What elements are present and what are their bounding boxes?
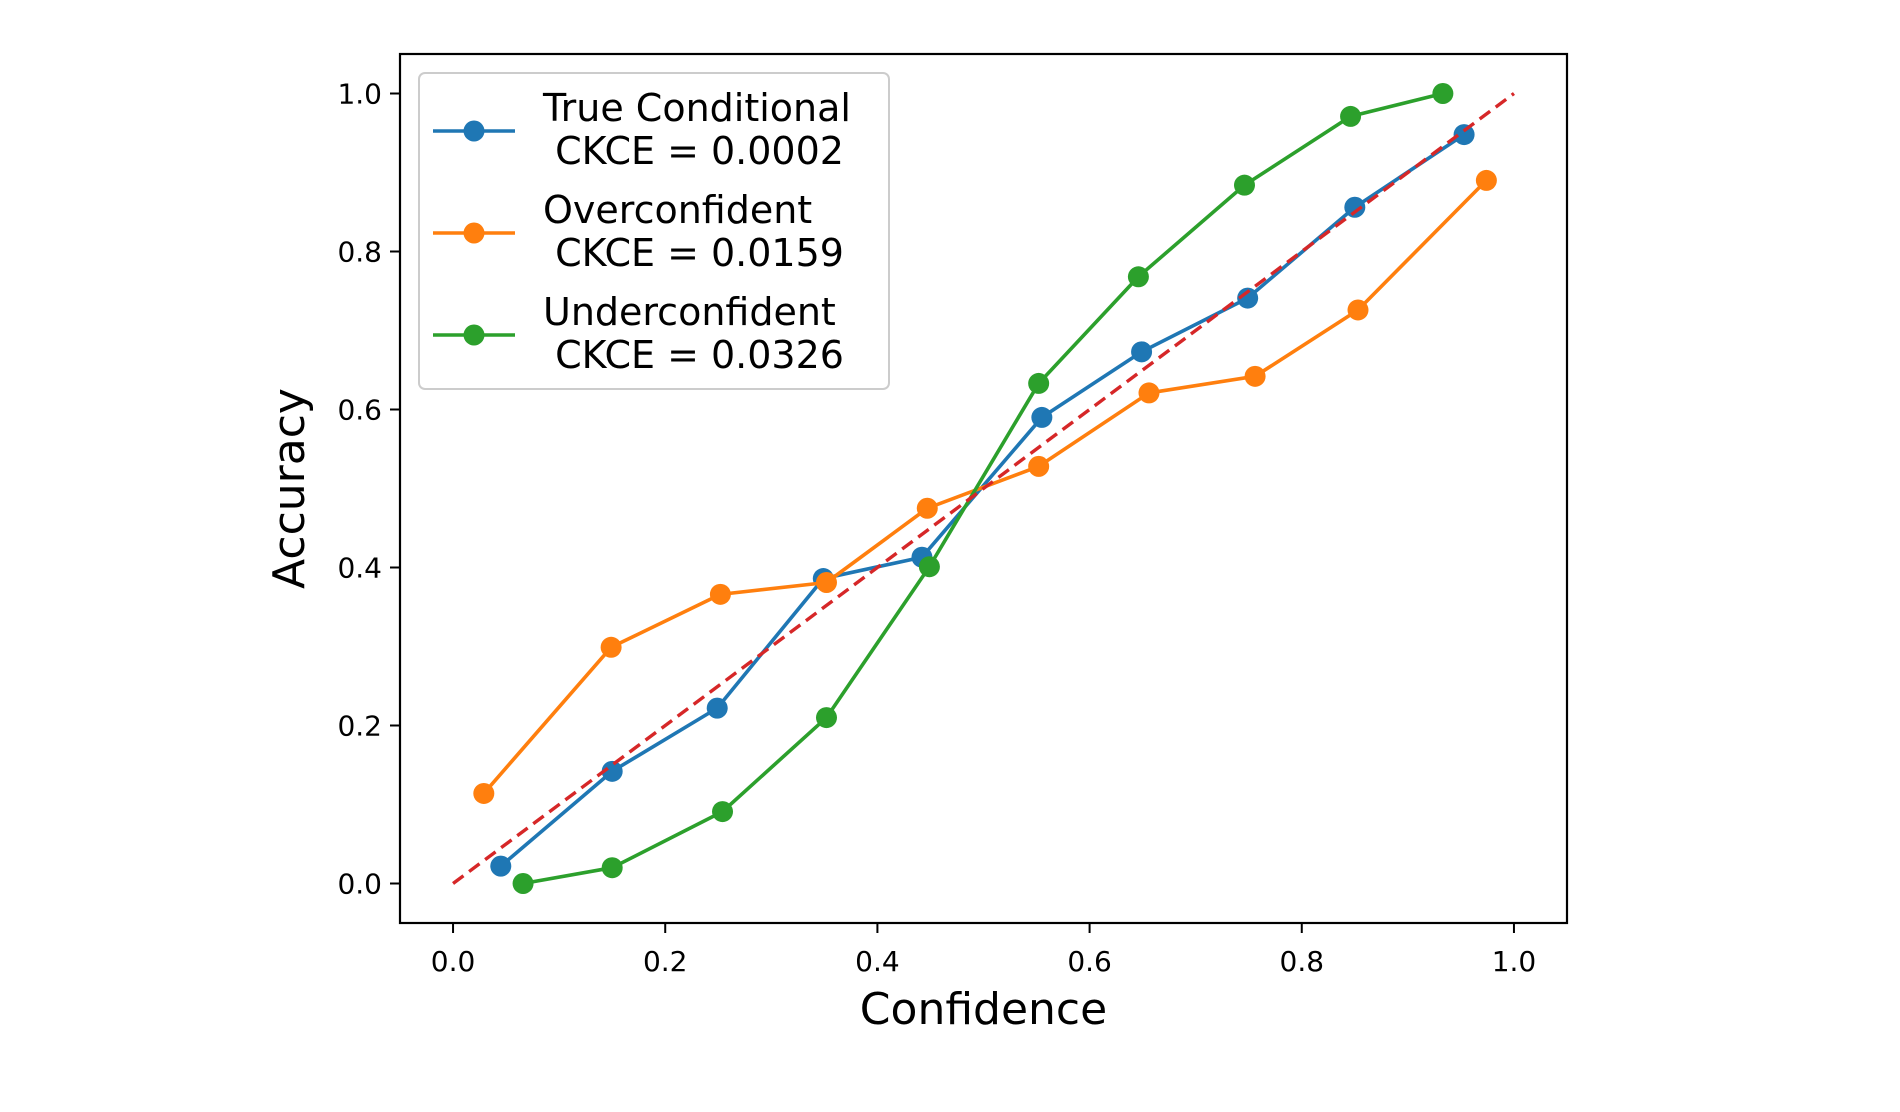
x-tick-label: 0.2 bbox=[643, 945, 688, 978]
legend-label: Overconfident CKCE = 0.0159 bbox=[543, 188, 844, 275]
legend: True Conditional CKCE = 0.0002 Overconfid… bbox=[418, 72, 890, 390]
x-axis-label: Confidence bbox=[860, 984, 1107, 1035]
data-point bbox=[1237, 287, 1259, 309]
y-tick-label: 0.8 bbox=[337, 236, 382, 269]
data-point bbox=[490, 855, 512, 877]
legend-box bbox=[418, 72, 890, 390]
y-tick-label: 0.2 bbox=[337, 710, 382, 743]
legend-marker bbox=[463, 222, 485, 244]
data-point bbox=[1127, 266, 1149, 288]
data-point bbox=[473, 782, 495, 804]
data-point bbox=[600, 636, 622, 658]
legend-entry: Overconfident CKCE = 0.0159 bbox=[433, 188, 844, 275]
y-tick-label: 0.4 bbox=[337, 552, 382, 585]
data-point bbox=[916, 497, 938, 519]
data-point bbox=[1131, 341, 1153, 363]
legend-entry: True Conditional CKCE = 0.0002 bbox=[433, 86, 851, 173]
data-point bbox=[512, 873, 534, 894]
x-tick-label: 0.6 bbox=[1067, 945, 1112, 978]
x-tick-label: 0.8 bbox=[1280, 945, 1325, 978]
data-point bbox=[706, 697, 728, 719]
x-tick-label: 0.4 bbox=[855, 945, 900, 978]
data-point bbox=[918, 556, 940, 578]
data-point bbox=[815, 572, 837, 594]
data-point bbox=[1344, 196, 1366, 218]
data-point bbox=[1340, 105, 1362, 127]
data-point bbox=[1028, 372, 1050, 394]
data-point bbox=[1432, 83, 1454, 104]
legend-marker bbox=[463, 324, 485, 346]
plot-frame bbox=[398, 52, 1569, 925]
plot-area bbox=[452, 83, 1515, 894]
axes: 0.0 0.2 0.4 0.6 0.8 1.0 0.0 0.2 0.4 0.6 0.8 1.0 bbox=[337, 52, 1569, 978]
data-point bbox=[601, 760, 623, 782]
legend-label: Underconfident CKCE = 0.0326 bbox=[543, 290, 844, 377]
legend-entry: Underconfident CKCE = 0.0326 bbox=[433, 290, 844, 377]
series-underconfident bbox=[512, 83, 1454, 894]
data-point bbox=[709, 583, 731, 605]
data-point bbox=[1347, 299, 1369, 321]
y-tick-label: 0.0 bbox=[337, 868, 382, 901]
legend-marker bbox=[463, 120, 485, 142]
data-point bbox=[601, 857, 623, 879]
y-tick-label: 0.6 bbox=[337, 394, 382, 427]
y-axis-label: Accuracy bbox=[264, 388, 315, 589]
series-line bbox=[522, 91, 1444, 886]
data-point bbox=[1028, 455, 1050, 477]
data-point bbox=[1138, 382, 1160, 404]
legend-label: True Conditional CKCE = 0.0002 bbox=[542, 86, 851, 173]
data-point bbox=[712, 801, 734, 823]
x-tick-label: 0.0 bbox=[431, 945, 476, 978]
data-point bbox=[1453, 124, 1475, 146]
data-point bbox=[1244, 365, 1266, 387]
data-point bbox=[1233, 174, 1255, 196]
x-tick-label: 1.0 bbox=[1492, 945, 1537, 978]
reference-line bbox=[452, 92, 1515, 885]
data-point bbox=[815, 707, 837, 729]
data-point bbox=[1475, 169, 1497, 191]
y-tick-label: 1.0 bbox=[337, 78, 382, 111]
data-point bbox=[1031, 406, 1053, 428]
